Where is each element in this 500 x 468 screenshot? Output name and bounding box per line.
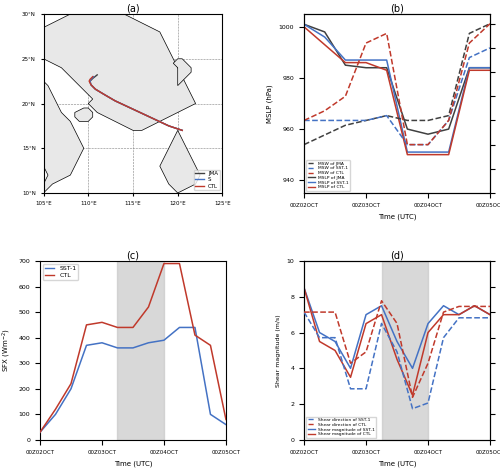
Y-axis label: MSLP (hPa): MSLP (hPa) xyxy=(267,84,274,123)
Title: (c): (c) xyxy=(126,250,140,260)
X-axis label: Time (UTC): Time (UTC) xyxy=(114,460,152,467)
Title: (d): (d) xyxy=(390,250,404,260)
X-axis label: Time (UTC): Time (UTC) xyxy=(378,460,416,467)
Legend: SST-1, CTL: SST-1, CTL xyxy=(43,264,78,280)
X-axis label: Time (UTC): Time (UTC) xyxy=(378,213,416,220)
Title: (b): (b) xyxy=(390,3,404,13)
Bar xyxy=(118,261,164,440)
Polygon shape xyxy=(173,59,191,86)
Title: (a): (a) xyxy=(126,3,140,13)
Y-axis label: SFX (Wm$^{-2}$): SFX (Wm$^{-2}$) xyxy=(0,329,13,372)
Legend: JMA, S, CTL: JMA, S, CTL xyxy=(194,169,220,190)
Polygon shape xyxy=(16,81,84,193)
Bar xyxy=(382,261,428,440)
Legend: Shear direction of SST-1, Shear direction of CTL, Shear magnitude of SST-1, Shea: Shear direction of SST-1, Shear directio… xyxy=(306,417,376,438)
Y-axis label: Shear magnitude (m/s): Shear magnitude (m/s) xyxy=(276,314,281,387)
Legend: MSW of JMA, MSW of SST-1, MSW of CTL, MSLP of JMA, MSLP of SST-1, MSLP of CTL: MSW of JMA, MSW of SST-1, MSW of CTL, MS… xyxy=(306,160,350,191)
Polygon shape xyxy=(75,108,92,121)
Polygon shape xyxy=(160,131,200,193)
Polygon shape xyxy=(44,14,196,131)
